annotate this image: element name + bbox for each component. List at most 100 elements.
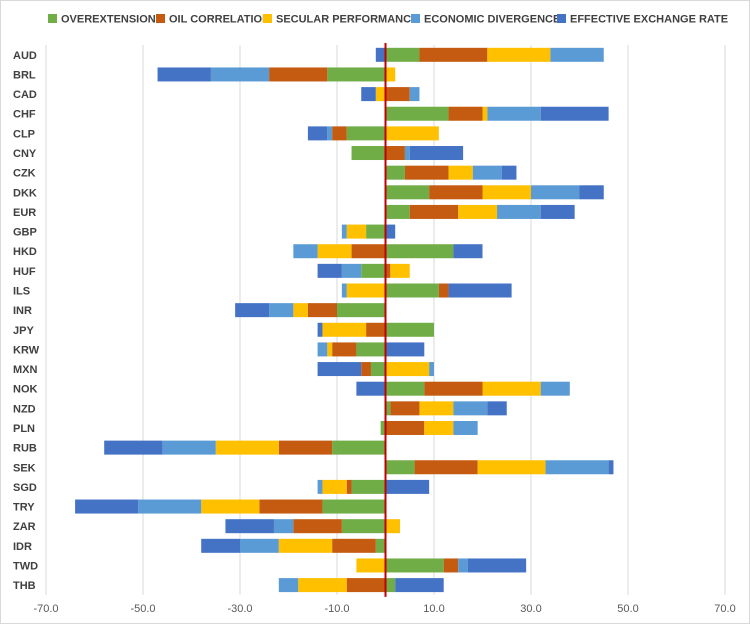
bar-aud-effective-exchange-rate	[375, 47, 386, 62]
bar-chf-oil-correlation	[448, 106, 483, 121]
bar-nok-economic-divergence	[540, 381, 570, 396]
bar-dkk-effective-exchange-rate	[579, 185, 604, 200]
bar-mxn-economic-divergence	[429, 362, 434, 377]
bar-sek-effective-exchange-rate	[608, 460, 614, 475]
category-label-inr: INR	[13, 305, 32, 317]
bar-nzd-secular-performance	[419, 401, 454, 416]
legend-label: OVEREXTENSION	[61, 14, 156, 26]
bar-czk-economic-divergence	[472, 165, 502, 180]
category-label-nzd: NZD	[13, 403, 36, 415]
bar-brl-economic-divergence	[210, 67, 270, 82]
category-label-chf: CHF	[13, 109, 36, 121]
bar-sgd-secular-performance	[322, 479, 347, 494]
bar-clp-effective-exchange-rate	[307, 126, 328, 141]
category-label-rub: RUB	[13, 443, 37, 455]
bar-rub-effective-exchange-rate	[104, 440, 163, 455]
bar-idr-economic-divergence	[240, 538, 279, 553]
bar-twd-overextension	[385, 558, 444, 573]
category-label-dkk: DKK	[13, 187, 37, 199]
bar-inr-oil-correlation	[307, 303, 337, 318]
legend-swatch	[557, 14, 566, 23]
category-label-try: TRY	[13, 502, 35, 514]
bar-brl-oil-correlation	[269, 67, 328, 82]
bar-aud-overextension	[385, 47, 420, 62]
category-labels: AUD BRL CAD CHF CLP CNY CZK DKK EUR GBP HKD HUF ILS I…	[13, 50, 40, 592]
bar-inr-secular-performance	[293, 303, 308, 318]
bar-try-effective-exchange-rate	[75, 499, 139, 514]
category-label-cad: CAD	[13, 89, 37, 101]
bar-czk-secular-performance	[448, 165, 473, 180]
category-label-sgd: SGD	[13, 482, 37, 494]
bar-brl-secular-performance	[385, 67, 396, 82]
legend-swatch	[48, 14, 57, 23]
bar-zar-effective-exchange-rate	[225, 519, 274, 534]
bar-zar-oil-correlation	[293, 519, 342, 534]
category-label-sek: SEK	[13, 462, 36, 474]
bar-nzd-economic-divergence	[453, 401, 488, 416]
bar-gbp-overextension	[366, 224, 386, 239]
bar-sek-oil-correlation	[414, 460, 478, 475]
category-label-nok: NOK	[13, 384, 38, 396]
bar-twd-economic-divergence	[458, 558, 468, 573]
legend-item-overextension: OVEREXTENSION	[48, 14, 156, 26]
bar-cad-secular-performance	[375, 87, 386, 102]
bar-ils-oil-correlation	[438, 283, 449, 298]
bar-idr-overextension	[375, 538, 386, 553]
bar-idr-secular-performance	[278, 538, 333, 553]
category-label-twd: TWD	[13, 560, 38, 572]
bar-inr-economic-divergence	[269, 303, 294, 318]
bar-thb-secular-performance	[298, 578, 347, 593]
category-label-zar: ZAR	[13, 521, 36, 533]
bar-chf-overextension	[385, 106, 449, 121]
bar-cny-oil-correlation	[385, 146, 405, 161]
category-label-hkd: HKD	[13, 246, 37, 258]
bar-krw-overextension	[356, 342, 386, 357]
bar-krw-effective-exchange-rate	[385, 342, 425, 357]
category-label-idr: IDR	[13, 541, 32, 553]
bar-thb-effective-exchange-rate	[395, 578, 444, 593]
legend-label: SECULAR PERFORMANCE	[276, 14, 418, 26]
category-label-jpy: JPY	[13, 325, 34, 337]
bar-chf-economic-divergence	[487, 106, 541, 121]
bar-cad-economic-divergence	[409, 87, 420, 102]
bar-jpy-overextension	[385, 322, 434, 337]
bar-brl-overextension	[327, 67, 386, 82]
bar-chf-secular-performance	[482, 106, 488, 121]
legend-swatch	[411, 14, 420, 23]
legend: OVEREXTENSION OIL CORRELATION SECULAR PERF…	[48, 14, 728, 26]
x-tick-label: 70.0	[714, 603, 735, 615]
bar-hkd-overextension	[385, 244, 454, 259]
bar-thb-economic-divergence	[278, 578, 299, 593]
bar-rub-economic-divergence	[162, 440, 216, 455]
bar-twd-secular-performance	[356, 558, 386, 573]
bar-gbp-economic-divergence	[341, 224, 347, 239]
bar-ils-effective-exchange-rate	[448, 283, 512, 298]
bar-huf-effective-exchange-rate	[317, 263, 342, 278]
bar-cny-overextension	[351, 146, 386, 161]
bar-eur-secular-performance	[458, 204, 498, 219]
bar-try-secular-performance	[201, 499, 260, 514]
bar-nok-effective-exchange-rate	[356, 381, 386, 396]
legend-swatch	[156, 14, 165, 23]
bar-nok-secular-performance	[482, 381, 541, 396]
bar-sgd-oil-correlation	[346, 479, 352, 494]
bar-hkd-secular-performance	[317, 244, 352, 259]
bar-dkk-oil-correlation	[429, 185, 483, 200]
bar-inr-overextension	[337, 303, 386, 318]
bar-idr-effective-exchange-rate	[201, 538, 240, 553]
x-axis-tick-labels: -70.0 -50.0 -30.0 -10.0 10.0 30.0 50.0 70.0	[33, 603, 735, 615]
bar-pln-secular-performance	[424, 420, 454, 435]
bar-ils-overextension	[385, 283, 439, 298]
bar-idr-oil-correlation	[332, 538, 376, 553]
bar-czk-effective-exchange-rate	[501, 165, 517, 180]
bar-nzd-oil-correlation	[390, 401, 420, 416]
category-label-eur: EUR	[13, 207, 36, 219]
bar-thb-oil-correlation	[346, 578, 386, 593]
legend-label: OIL CORRELATION	[169, 14, 270, 26]
category-label-mxn: MXN	[13, 364, 38, 376]
legend-label: EFFECTIVE EXCHANGE RATE	[570, 14, 728, 26]
category-label-clp: CLP	[13, 128, 35, 140]
bar-try-economic-divergence	[138, 499, 202, 514]
legend-item-oil-correlation: OIL CORRELATION	[156, 14, 270, 26]
bar-mxn-effective-exchange-rate	[317, 362, 362, 377]
